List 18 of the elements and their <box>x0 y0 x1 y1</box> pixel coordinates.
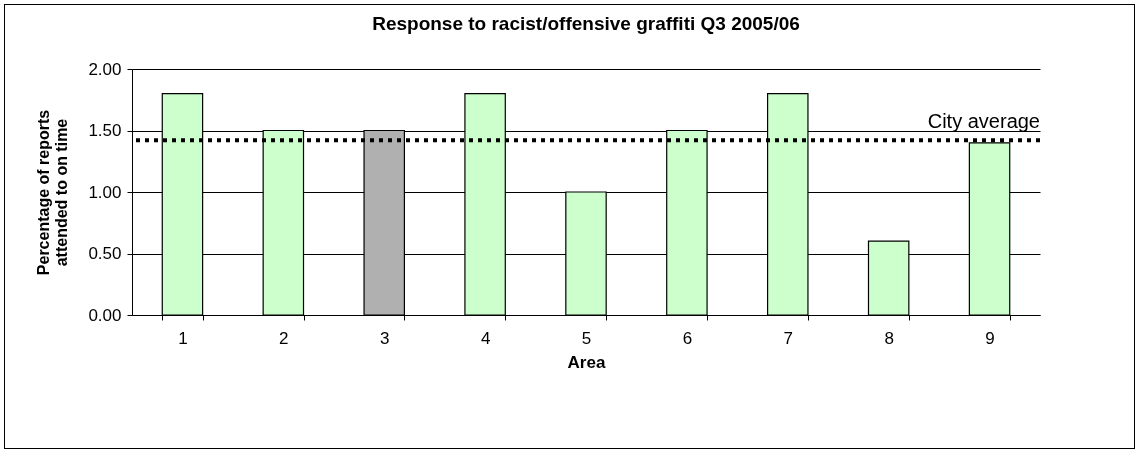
chart-title: Response to racist/offensive graffiti Q3 2005/06 <box>372 13 800 34</box>
y-tick-label: 0.50 <box>88 244 122 263</box>
x-tick-label: 8 <box>884 328 894 348</box>
ref-line-label: City average <box>927 110 1040 133</box>
x-tick-label: 4 <box>480 328 491 348</box>
x-tick-label: 2 <box>279 328 289 348</box>
y-tick-label: 0.00 <box>88 305 122 325</box>
y-tick-label: 1.00 <box>88 182 122 202</box>
x-tick-label: 9 <box>985 328 995 348</box>
x-axis-title: Area <box>567 352 606 372</box>
y-tick-label: 2.00 <box>88 59 122 79</box>
x-tick-label: 3 <box>379 328 390 348</box>
x-tick-label: 1 <box>178 328 188 348</box>
x-tick-label: 5 <box>581 328 592 348</box>
y-tick-label: 1.50 <box>88 121 122 140</box>
x-tick-label: 7 <box>783 328 794 348</box>
x-tick-label: 6 <box>682 328 693 348</box>
y-axis-title: Percentage of reports attended to on time <box>35 109 71 276</box>
